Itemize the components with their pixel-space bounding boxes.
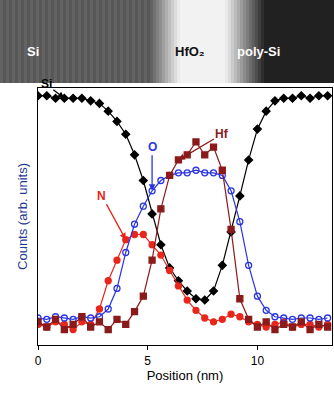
svg-text:poly-Si: poly-Si (237, 44, 280, 59)
svg-text:O: O (148, 140, 157, 154)
svg-text:5: 5 (144, 354, 151, 368)
svg-text:Si: Si (41, 77, 52, 91)
svg-text:Hf: Hf (215, 127, 229, 141)
svg-text:HfO₂: HfO₂ (175, 44, 205, 59)
svg-text:Counts (arb. units): Counts (arb. units) (15, 163, 30, 270)
svg-text:10: 10 (251, 354, 265, 368)
svg-text:Si: Si (27, 44, 39, 59)
svg-text:Position (nm): Position (nm) (147, 368, 224, 383)
svg-text:0: 0 (35, 354, 42, 368)
svg-text:N: N (97, 189, 106, 203)
